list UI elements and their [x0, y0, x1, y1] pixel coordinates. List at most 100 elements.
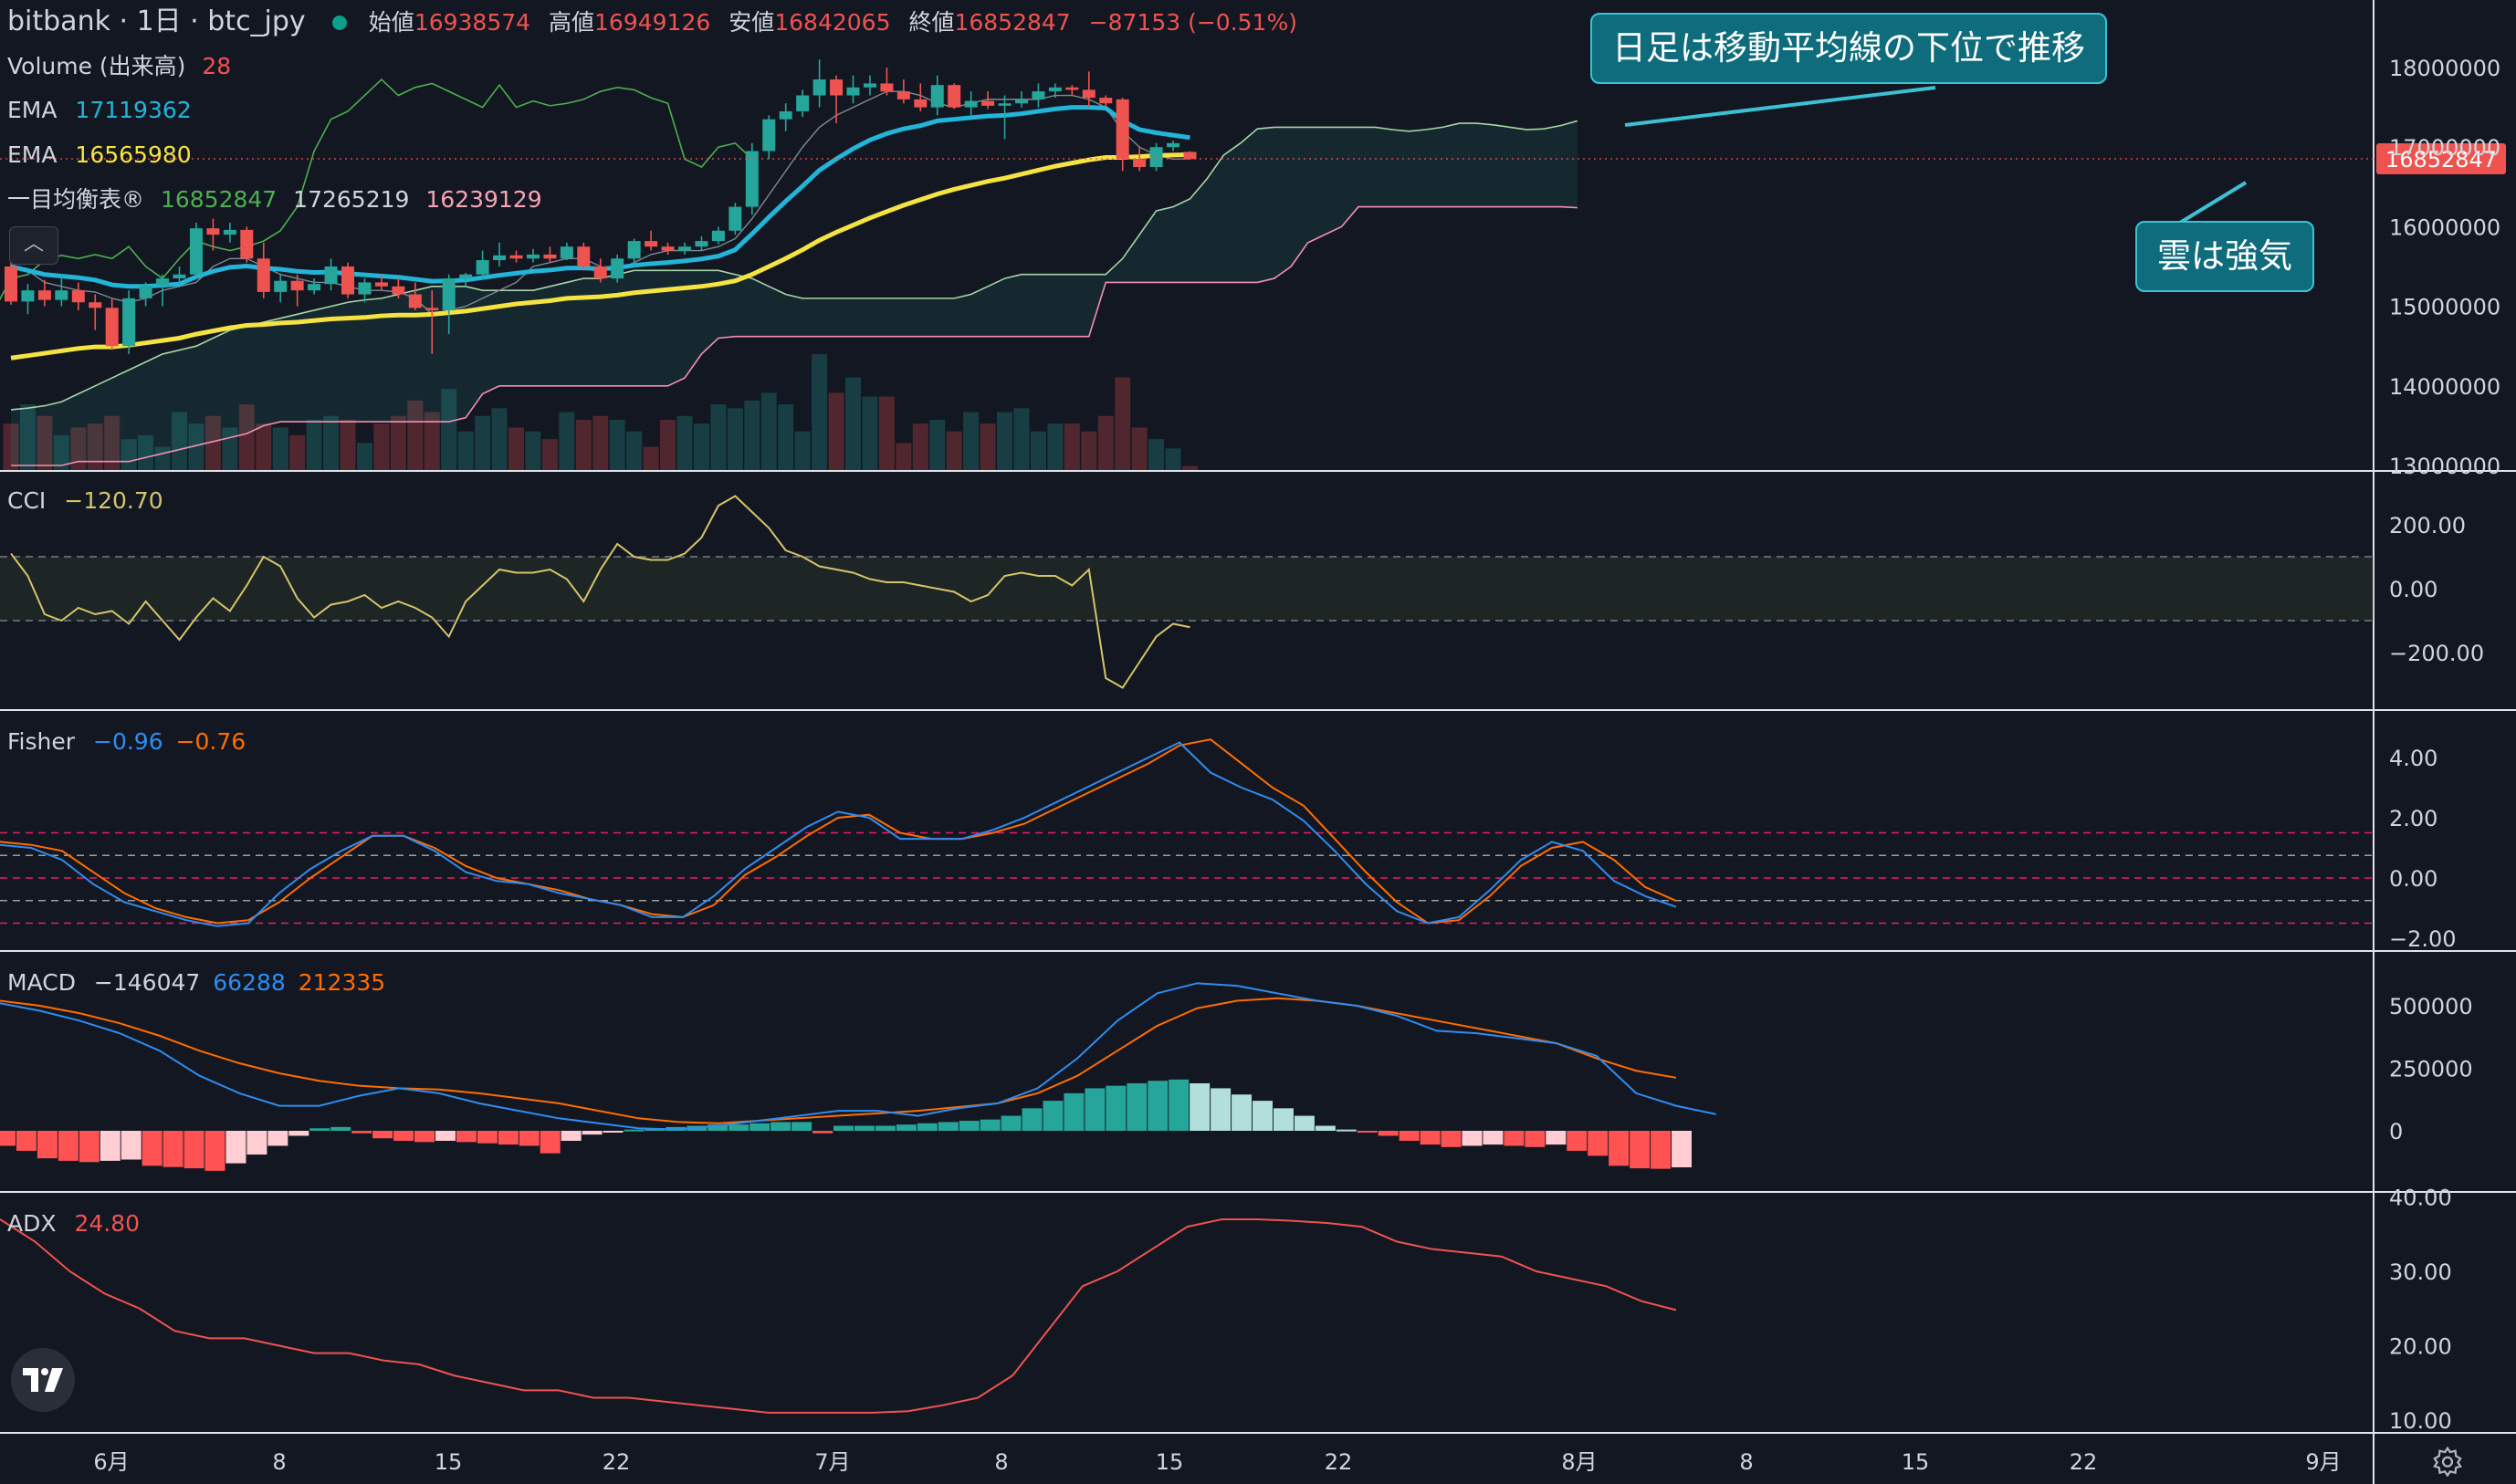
open-value: 16938574: [414, 9, 531, 36]
candle-body: [374, 282, 388, 287]
volume-bar: [660, 420, 676, 470]
annotation-cloud-bullish[interactable]: 雲は強気: [2135, 221, 2314, 292]
cci-legend[interactable]: CCI −120.70: [7, 487, 163, 515]
volume-bar: [1182, 465, 1198, 470]
candle-body: [223, 229, 236, 235]
time-axis-tick: 8: [994, 1449, 1008, 1475]
volume-bar: [441, 389, 457, 470]
volume-bar: [828, 392, 844, 470]
candle-body: [55, 290, 68, 300]
candle-body: [1116, 99, 1129, 160]
candle-body: [139, 285, 152, 298]
candle-body: [1099, 98, 1113, 104]
candle-body: [627, 241, 641, 259]
candle-body: [341, 266, 354, 295]
volume-bar: [997, 412, 1013, 470]
price-axis-tick: 13000000: [2389, 454, 2500, 479]
volume-bar: [744, 400, 760, 470]
fisher-axis-tick: 0.00: [2389, 866, 2437, 892]
candle-body: [509, 255, 523, 259]
macd-histogram-bar: [393, 1131, 414, 1141]
volume-bar: [896, 443, 912, 470]
volume-bar: [710, 404, 727, 470]
price-axis-tick: 18000000: [2389, 56, 2500, 81]
adx-label: ADX: [7, 1210, 57, 1237]
volume-bar: [340, 420, 356, 470]
ema-fast-legend[interactable]: EMA 17119362: [7, 97, 192, 124]
volume-bar: [643, 446, 659, 470]
candle-body: [896, 91, 910, 99]
macd-label: MACD: [7, 969, 76, 996]
cci-axis-tick: 0.00: [2389, 577, 2437, 602]
volume-bar: [424, 412, 440, 470]
ichimoku-legend[interactable]: 一目均衡表® 16852847 17265219 16239129: [7, 186, 542, 214]
volume-bar: [760, 392, 777, 470]
macd-histogram-bar: [1420, 1131, 1441, 1145]
low-label: 安値: [729, 9, 775, 36]
candle-body: [593, 266, 607, 279]
time-axis-tick: 22: [2070, 1449, 2098, 1475]
candle-body: [762, 119, 776, 152]
volume-bar: [963, 412, 980, 470]
candle-body: [459, 274, 473, 279]
candle-body: [240, 229, 254, 259]
fisher-legend[interactable]: Fisher −0.96 −0.76: [7, 728, 246, 756]
macd-histogram-bar: [854, 1125, 875, 1131]
candle-body: [1048, 87, 1062, 92]
macd-histogram-bar: [1357, 1131, 1378, 1133]
adx-axis-tick: 20.00: [2389, 1334, 2452, 1360]
candle-body: [678, 246, 691, 251]
candle-body: [1082, 89, 1096, 99]
time-axis-tick: 7月: [814, 1449, 850, 1475]
volume-bar: [845, 377, 861, 470]
macd-legend[interactable]: MACD −146047 66288 212335: [7, 969, 385, 997]
macd-histogram-bar: [729, 1124, 750, 1131]
candle-body: [37, 290, 51, 300]
macd-histogram-bar: [1273, 1108, 1294, 1131]
candle-body: [1183, 152, 1197, 160]
candle-body: [5, 266, 17, 302]
macd-histogram-bar: [1378, 1131, 1399, 1136]
chevron-up-icon: ︿: [23, 233, 44, 256]
time-axis-tick: 22: [1325, 1449, 1353, 1475]
adx-legend[interactable]: ADX 24.80: [7, 1210, 140, 1238]
ema-slow-legend[interactable]: EMA 16565980: [7, 141, 192, 169]
macd-v2: 66288: [213, 969, 286, 996]
tradingview-logo[interactable]: [11, 1348, 75, 1412]
volume-bar: [676, 415, 693, 470]
adx-axis-tick: 10.00: [2389, 1408, 2452, 1434]
symbol-header[interactable]: bitbank · 1日 · btc_jpy 始値16938574 高値1694…: [7, 5, 1297, 39]
macd-histogram-bar: [435, 1131, 456, 1141]
macd-histogram-bar: [938, 1122, 959, 1131]
candle-body: [290, 280, 304, 291]
settings-gear-icon[interactable]: [2432, 1446, 2463, 1477]
macd-histogram-bar: [1043, 1101, 1064, 1131]
macd-histogram-bar: [309, 1128, 330, 1131]
candle-body: [948, 85, 961, 108]
ichimoku-v3: 16239129: [425, 186, 542, 213]
candle-body: [998, 103, 1012, 106]
macd-histogram-bar: [246, 1131, 267, 1155]
volume-bar: [1013, 408, 1030, 470]
volume-bar: [37, 415, 53, 470]
ichimoku-label: 一目均衡表®: [7, 186, 145, 213]
macd-histogram-bar: [1336, 1129, 1357, 1132]
symbol-title[interactable]: bitbank · 1日 · btc_jpy: [7, 5, 306, 37]
ichimoku-span-b: [11, 205, 1578, 466]
annotation-ma-trend[interactable]: 日足は移動平均線の下位で推移: [1590, 13, 2107, 84]
volume-bar: [172, 412, 187, 470]
low-value: 16842065: [774, 9, 891, 36]
change-value: −87153 (−0.51%): [1088, 9, 1297, 36]
macd-signal-line: [0, 997, 1677, 1124]
macd-histogram-bar: [540, 1131, 561, 1154]
price-axis-tick: 17000000: [2389, 135, 2500, 161]
candle-body: [425, 308, 439, 310]
macd-histogram-bar: [561, 1131, 582, 1141]
collapse-legend-button[interactable]: ︿: [9, 226, 58, 265]
volume-bar: [812, 354, 828, 470]
candle-body: [914, 99, 928, 108]
volume-legend[interactable]: Volume (出来高) 28: [7, 53, 231, 80]
ema-slow-line: [10, 152, 1190, 361]
fisher-axis-tick: 2.00: [2389, 806, 2437, 831]
adx-line: [0, 1218, 1677, 1414]
